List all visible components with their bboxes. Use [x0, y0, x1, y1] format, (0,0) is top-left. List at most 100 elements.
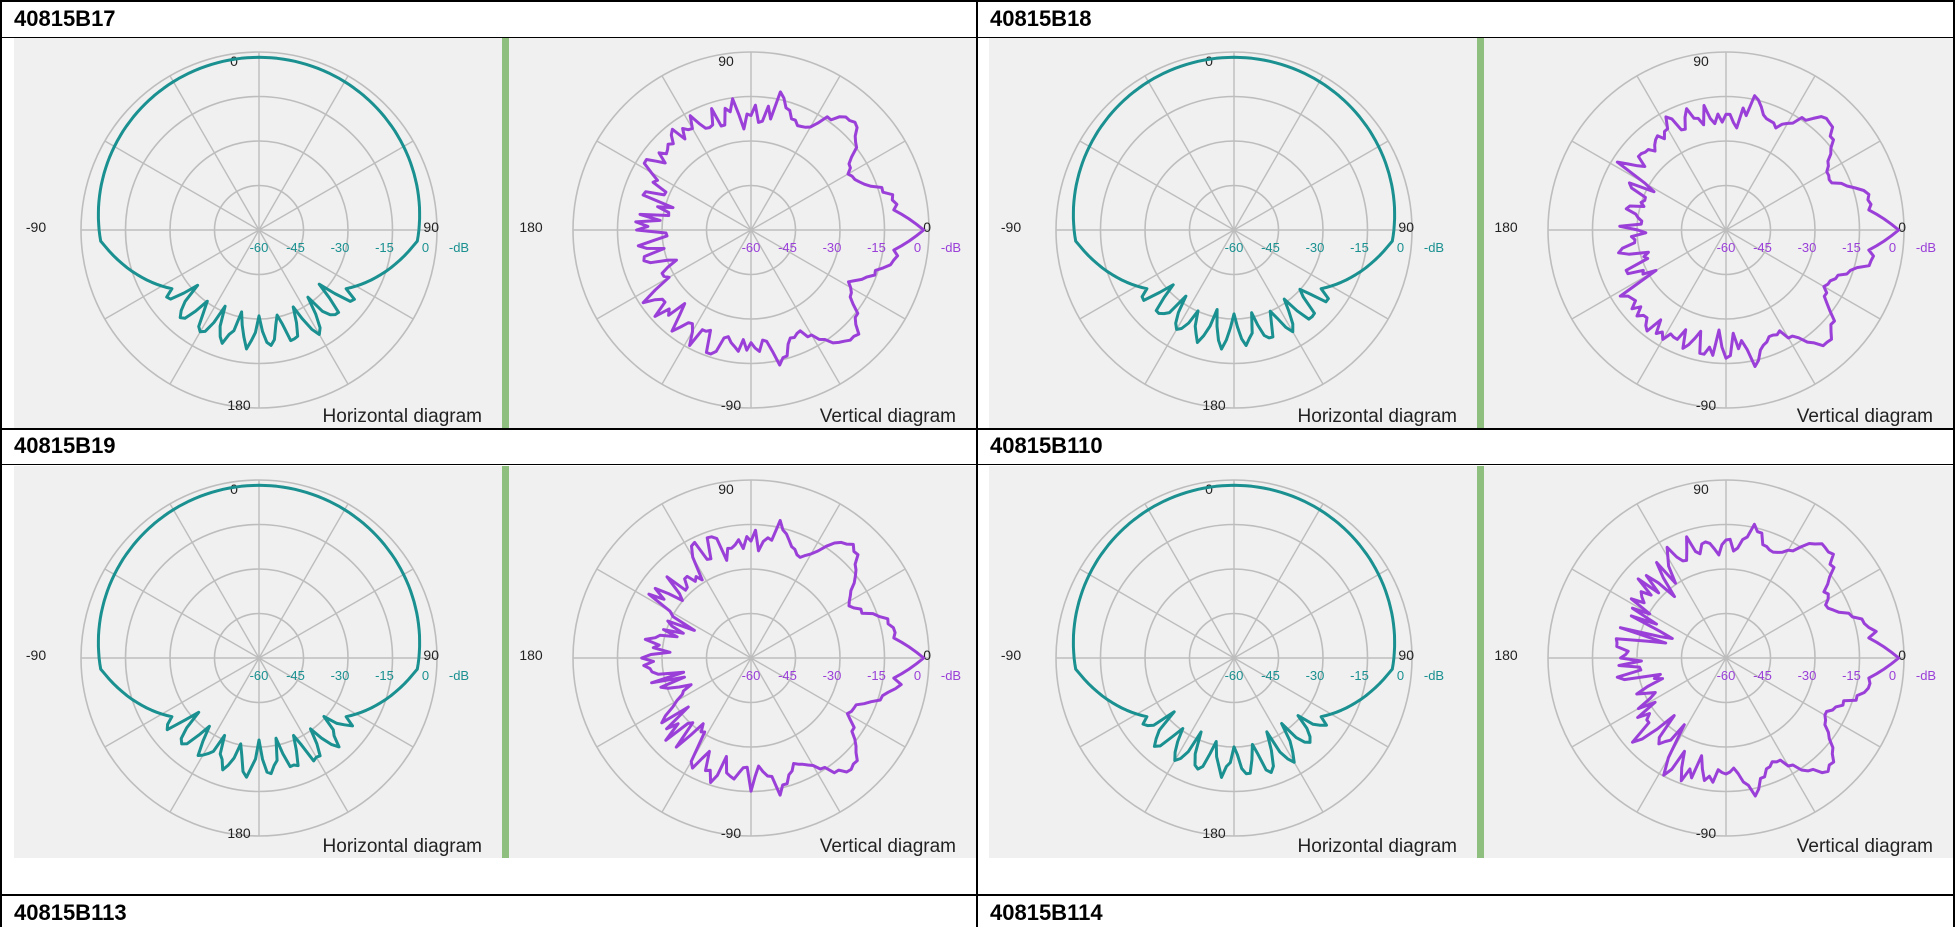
grid-spoke	[1725, 503, 1816, 659]
unit-label: -dB	[449, 240, 469, 255]
diagram-label: Horizontal diagram	[323, 836, 482, 857]
vertical-diagram-panel: 90 180 0 -90 -60 -45 -30 -15 0 -dB Vertical diagra…	[509, 38, 976, 428]
grid-spoke	[750, 657, 906, 748]
angle-label-right: 90	[423, 219, 439, 235]
ring-label: -45	[1753, 240, 1772, 255]
grid-spoke	[1144, 657, 1235, 813]
horizontal-polar-plot: 0 -90 90 180 -60 -45 -30 -15 0 -dB Horizontal diag…	[1001, 479, 1457, 857]
ring-label: -45	[778, 240, 797, 255]
ring-label: -30	[823, 668, 842, 683]
grid-spoke	[1725, 657, 1816, 813]
cell-title: 40815B110	[990, 433, 1103, 458]
horizontal-diagram-panel: 0 -90 90 180 -60 -45 -30 -15 0 -dB Horizontal diag…	[14, 38, 502, 428]
horizontal-polar-plot: 0 -90 90 180 -60 -45 -30 -15 0 -dB Horizontal diag…	[26, 51, 482, 427]
grid-spoke	[1233, 229, 1389, 320]
grid-spoke	[750, 140, 906, 231]
ring-label: -45	[1261, 240, 1280, 255]
angle-label-bottom: 180	[227, 397, 251, 413]
ring-label: 0	[422, 668, 429, 683]
unit-label: -dB	[941, 240, 961, 255]
unit-label: -dB	[941, 668, 961, 683]
ring-label: -30	[1798, 668, 1817, 683]
angle-label-top: 90	[1693, 53, 1709, 69]
grid-spoke	[661, 503, 752, 659]
grid-spoke	[1233, 229, 1324, 385]
angle-label-bottom: -90	[1696, 825, 1716, 841]
diagram-label: Vertical diagram	[1797, 406, 1933, 427]
row-divider	[0, 894, 1955, 896]
vertical-pattern-curve	[640, 519, 926, 797]
ring-label: 0	[422, 240, 429, 255]
angle-label-bottom: -90	[721, 397, 741, 413]
ring-label: -60	[1717, 240, 1736, 255]
angle-label-right: 0	[1898, 647, 1906, 663]
ring-label: 0	[1397, 240, 1404, 255]
ring-label: 0	[914, 668, 921, 683]
grid-spoke	[104, 140, 260, 231]
ring-label: 0	[1889, 668, 1896, 683]
grid-spoke	[258, 75, 349, 231]
grid-spoke	[1725, 568, 1881, 659]
angle-label-bottom: 180	[227, 825, 251, 841]
angle-label-top: 90	[1693, 481, 1709, 497]
vertical-pattern-curve	[634, 90, 926, 367]
vertical-diagram-panel: 90 180 0 -90 -60 -45 -30 -15 0 -dB Vertical diagra…	[1484, 466, 1953, 858]
horizontal-diagram-panel: 0 -90 90 180 -60 -45 -30 -15 0 -dB Horizontal diag…	[14, 466, 502, 858]
ring-label: -45	[1261, 668, 1280, 683]
ring-label: -30	[331, 240, 350, 255]
unit-label: -dB	[449, 668, 469, 683]
horizontal-diagram-panel: 0 -90 90 180 -60 -45 -30 -15 0 -dB Horizontal diag…	[989, 466, 1477, 858]
horizontal-polar-plot: 0 -90 90 180 -60 -45 -30 -15 0 -dB Horizontal diag…	[1001, 51, 1457, 427]
row-divider	[0, 37, 1955, 38]
vertical-diagram-panel: 90 180 0 -90 -60 -45 -30 -15 0 -dB Vertical diagra…	[509, 466, 976, 858]
grid-spoke	[1079, 140, 1235, 231]
grid-spoke	[169, 657, 260, 813]
angle-label-left: -90	[1001, 647, 1021, 663]
ring-label: -15	[375, 668, 394, 683]
grid-spoke	[750, 75, 841, 231]
grid-spoke	[169, 75, 260, 231]
grid-spoke	[258, 657, 414, 748]
ring-label: -60	[1225, 668, 1244, 683]
vertical-polar-plot: 90 180 0 -90 -60 -45 -30 -15 0 -dB Vertical diagra…	[519, 479, 961, 857]
unit-label: -dB	[1424, 240, 1444, 255]
grid-spoke	[750, 568, 906, 659]
ring-label: -60	[250, 240, 269, 255]
grid-spoke	[750, 503, 841, 659]
angle-label-right: 0	[923, 219, 931, 235]
grid-spoke	[596, 568, 752, 659]
grid-spoke	[1725, 140, 1881, 231]
ring-label: -45	[1753, 668, 1772, 683]
ring-label: -15	[1350, 240, 1369, 255]
ring-label: -15	[375, 240, 394, 255]
angle-label-right: 90	[423, 647, 439, 663]
grid-spoke	[1144, 229, 1235, 385]
diagram-label: Horizontal diagram	[323, 406, 482, 427]
cell-title: 40815B19	[14, 433, 116, 458]
angle-label-left: -90	[26, 647, 46, 663]
ring-label: 0	[914, 240, 921, 255]
grid-spoke	[750, 229, 906, 320]
grid-spoke	[661, 229, 752, 385]
angle-label-bottom: -90	[1696, 397, 1716, 413]
grid-spoke	[1725, 75, 1816, 231]
horizontal-pattern-curve	[96, 483, 422, 779]
grid-spoke	[1636, 229, 1727, 385]
horizontal-pattern-curve	[96, 55, 422, 351]
row-divider	[0, 464, 1955, 465]
diagram-label: Vertical diagram	[820, 836, 956, 857]
ring-label: -60	[1225, 240, 1244, 255]
grid-spoke	[169, 503, 260, 659]
diagram-label: Vertical diagram	[820, 406, 956, 427]
angle-label-right: 0	[923, 647, 931, 663]
horizontal-pattern-curve	[1071, 483, 1397, 779]
grid-spoke	[1636, 75, 1727, 231]
grid-spoke	[258, 140, 414, 231]
vertical-polar-plot: 90 180 0 -90 -60 -45 -30 -15 0 -dB Vertical diagra…	[1494, 479, 1936, 857]
vertical-polar-plot: 90 180 0 -90 -60 -45 -30 -15 0 -dB Vertical diagra…	[519, 51, 961, 427]
ring-label: -15	[1842, 668, 1861, 683]
ring-label: -15	[867, 668, 886, 683]
angle-label-top: 0	[230, 53, 238, 69]
unit-label: -dB	[1424, 668, 1444, 683]
